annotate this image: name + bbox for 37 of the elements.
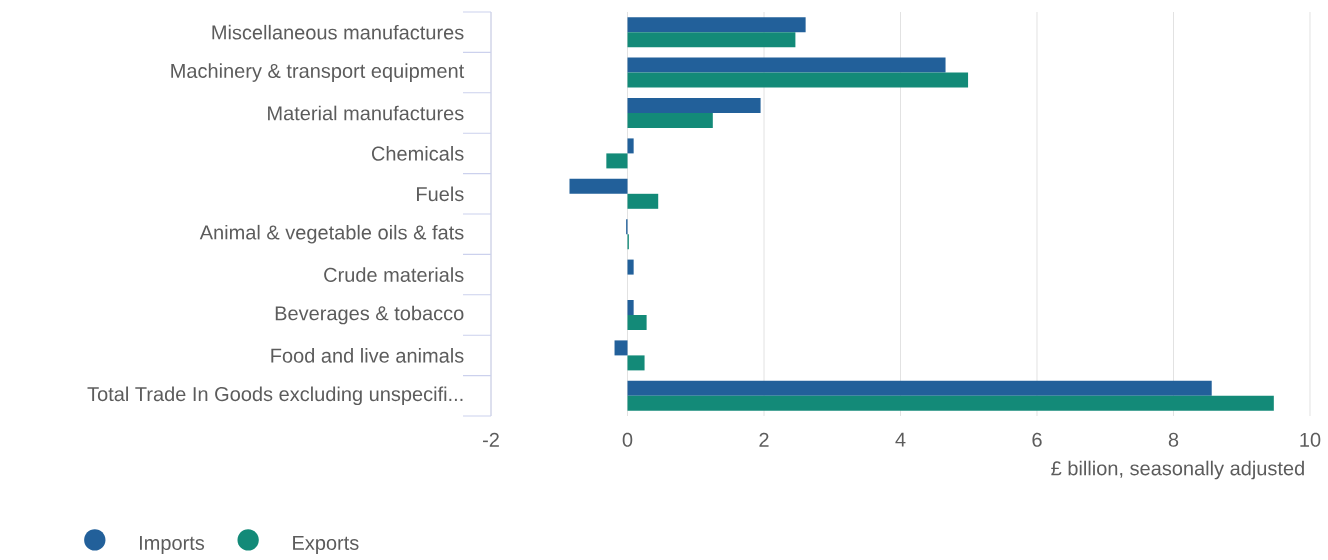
bar	[627, 17, 806, 33]
bar	[627, 98, 761, 113]
x-tick-label: 6	[1032, 432, 1042, 447]
y-tick-label: Material manufactures	[268, 105, 464, 121]
x-axis-title: £ billion, seasonally adjusted	[1051, 460, 1304, 480]
bar	[569, 178, 628, 194]
legend-label: Exports	[293, 536, 359, 554]
bar	[627, 138, 634, 154]
y-tick-label: Beverages & tobacco	[275, 305, 464, 325]
bar	[627, 57, 946, 73]
y-tick-label: Animal & vegetable oils & fats	[199, 224, 464, 244]
bar	[627, 355, 645, 371]
bar	[627, 395, 1274, 411]
bar	[627, 315, 647, 330]
bar	[627, 32, 796, 48]
x-tick-label: 8	[1168, 432, 1179, 447]
x-tick-label: 4	[895, 432, 906, 447]
y-tick-label: Machinery & transport equipment	[171, 63, 465, 82]
bar	[627, 259, 634, 275]
y-tick-label: Miscellaneous manufactures	[212, 24, 464, 40]
bar	[627, 193, 659, 209]
y-tick-label: Food and live animals	[271, 348, 464, 363]
bar	[614, 340, 628, 356]
bar	[627, 380, 1212, 396]
y-tick-label: Crude materials	[324, 267, 464, 282]
x-tick-label: 10	[1300, 432, 1321, 447]
y-tick-label: Fuels	[417, 186, 464, 202]
legend-label: Imports	[139, 536, 205, 554]
bar	[627, 72, 969, 88]
x-tick-label: 0	[622, 432, 633, 447]
x-tick-label: -2	[482, 432, 499, 447]
bar	[627, 300, 634, 315]
y-tick-label: Chemicals	[371, 146, 464, 161]
bar	[627, 113, 713, 129]
x-tick-label: 2	[759, 432, 769, 447]
y-tick-label: Total Trade In Goods excluding unspecifi...	[87, 386, 463, 406]
bar	[606, 153, 628, 169]
